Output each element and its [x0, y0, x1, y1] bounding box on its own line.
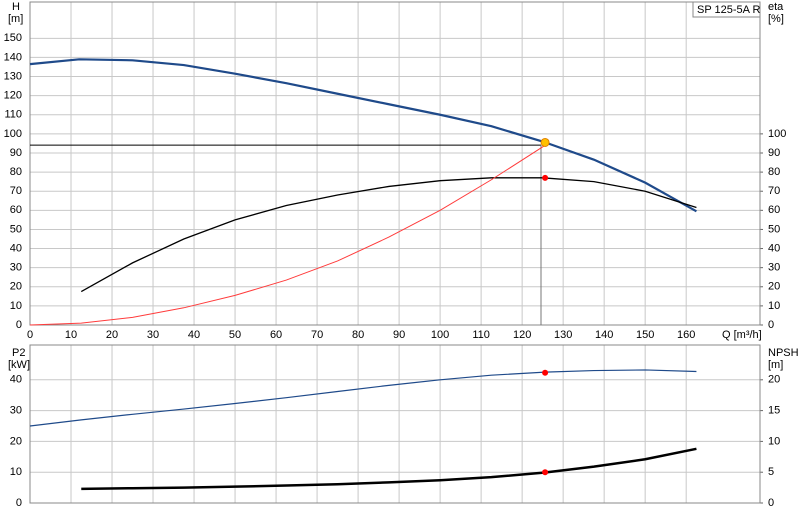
x-tick-label: 140 — [595, 329, 613, 341]
x-tick-label: 110 — [472, 329, 490, 341]
y2-axis-unit: [%] — [768, 13, 784, 25]
y-tick-label: 0 — [16, 497, 22, 509]
plot-border — [29, 344, 761, 504]
x-tick-label: 40 — [188, 329, 200, 341]
y2-tick-label: 0 — [768, 497, 774, 509]
y-tick-label: 20 — [10, 281, 22, 293]
y2-tick-label: 10 — [768, 300, 780, 312]
y2-tick-label: 50 — [768, 223, 780, 235]
y-axis-unit: [m] — [8, 13, 23, 25]
x-tick-label: 150 — [636, 329, 654, 341]
y2-tick-label: 20 — [768, 281, 780, 293]
duty-point — [542, 469, 549, 476]
y-axis-label: P2 — [12, 347, 25, 359]
y-tick-label: 70 — [10, 185, 22, 197]
y-tick-label: 40 — [10, 374, 22, 386]
y2-axis-label: NPSH — [768, 347, 799, 359]
title-box — [692, 1, 761, 18]
y2-tick-label: 90 — [768, 147, 780, 159]
x-tick-label: 70 — [311, 329, 323, 341]
y-tick-label: 20 — [10, 435, 22, 447]
y-tick-label: 80 — [10, 166, 22, 178]
y2-tick-label: 70 — [768, 185, 780, 197]
x-tick-label: 60 — [270, 329, 282, 341]
x-tick-label: 0 — [27, 329, 33, 341]
y2-axis-label: eta — [768, 1, 784, 13]
curve — [29, 58, 697, 213]
y2-tick-label: 40 — [768, 242, 780, 254]
y-tick-label: 120 — [4, 90, 22, 102]
y-tick-label: 10 — [10, 466, 22, 478]
y-tick-label: 130 — [4, 70, 22, 82]
y2-tick-label: 0 — [768, 319, 774, 331]
y2-tick-label: 5 — [768, 466, 774, 478]
x-tick-label: 80 — [352, 329, 364, 341]
duty-point — [542, 174, 549, 181]
y-tick-label: 50 — [10, 223, 22, 235]
y2-tick-label: 60 — [768, 204, 780, 216]
x-axis-label: Q [m³/h] — [722, 329, 762, 341]
x-tick-label: 120 — [513, 329, 531, 341]
y-tick-label: 90 — [10, 147, 22, 159]
duty-point — [540, 137, 550, 147]
plot-area — [30, 345, 760, 503]
x-tick-label: 130 — [554, 329, 572, 341]
x-tick-label: 10 — [65, 329, 77, 341]
x-tick-label: 100 — [431, 329, 449, 341]
y2-tick-label: 15 — [768, 405, 780, 417]
y-tick-label: 140 — [4, 51, 22, 63]
y-tick-label: 30 — [10, 405, 22, 417]
y2-tick-label: 100 — [768, 128, 786, 140]
y-tick-label: 40 — [10, 242, 22, 254]
y-axis-label: H — [12, 1, 20, 13]
y-tick-label: 10 — [10, 300, 22, 312]
y-tick-label: 30 — [10, 262, 22, 274]
y2-tick-label: 20 — [768, 374, 780, 386]
y2-axis-unit: [m] — [768, 359, 783, 371]
plot-area — [30, 2, 760, 325]
y-axis-unit: [kW] — [8, 359, 30, 371]
y-tick-label: 0 — [16, 319, 22, 331]
y-tick-label: 150 — [4, 32, 22, 44]
curve — [80, 177, 697, 293]
curve — [29, 144, 546, 326]
y-tick-label: 110 — [4, 109, 22, 121]
plot-border — [29, 1, 761, 326]
y2-tick-label: 10 — [768, 435, 780, 447]
curve — [81, 447, 697, 491]
y-tick-label: 60 — [10, 204, 22, 216]
duty-point — [542, 369, 549, 376]
x-tick-label: 20 — [106, 329, 118, 341]
chart-title: SP 125-5A R — [697, 4, 760, 16]
curve — [29, 369, 697, 427]
x-tick-label: 160 — [677, 329, 695, 341]
x-tick-label: 90 — [393, 329, 405, 341]
x-tick-label: 30 — [147, 329, 159, 341]
y2-tick-label: 80 — [768, 166, 780, 178]
y2-tick-label: 30 — [768, 262, 780, 274]
y-tick-label: 100 — [4, 128, 22, 140]
x-tick-label: 50 — [229, 329, 241, 341]
